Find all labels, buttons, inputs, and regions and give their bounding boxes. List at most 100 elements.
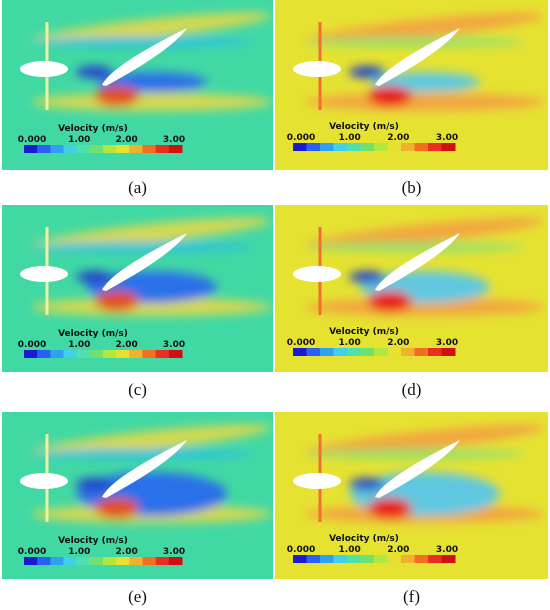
colorbar-swatch (37, 557, 51, 565)
colorbar-swatch (155, 145, 170, 153)
colorbar-tick-label: 1.00 (339, 133, 361, 143)
colorbar-swatch (414, 143, 429, 151)
rudder (375, 28, 460, 86)
colorbar-swatch (441, 348, 456, 356)
wake-band (32, 93, 272, 111)
flow-field (305, 12, 545, 111)
wake-band (32, 298, 272, 316)
colorbar-tick-label: 1.00 (339, 338, 361, 348)
colorbar-tick-label: 0.000 (18, 135, 46, 145)
colorbar-swatch (116, 350, 130, 358)
colorbar-swatch (103, 350, 117, 358)
wake-low (76, 478, 112, 490)
panel-caption: (e) (128, 587, 147, 606)
colorbar-swatch (50, 145, 64, 153)
colorbar-tick-label: 2.00 (387, 338, 409, 348)
colorbar-swatch (374, 143, 388, 151)
rudder (102, 440, 187, 498)
colorbar-tick-label: 1.00 (68, 547, 90, 557)
flow-field (305, 424, 545, 523)
panel-caption: (b) (402, 178, 422, 197)
rudder (375, 440, 460, 498)
wake-band (32, 217, 272, 249)
colorbar-title: Velocity (m/s) (58, 124, 128, 134)
colorbar-swatch (116, 145, 130, 153)
colorbar-swatch (168, 145, 183, 153)
colorbar-tick-label: 1.00 (339, 545, 361, 555)
colorbar-swatch (414, 555, 429, 563)
hub (293, 473, 341, 489)
colorbar-swatch (116, 557, 130, 565)
colorbar-swatch (414, 348, 429, 356)
colorbar-tick-label: 0.000 (18, 547, 46, 557)
colorbar-title: Velocity (m/s) (58, 536, 128, 546)
wake-band (32, 12, 272, 44)
wake-low (76, 271, 112, 283)
colorbar-swatch (401, 143, 415, 151)
colorbar-swatch (142, 145, 157, 153)
stall-zone (95, 86, 139, 106)
wake-band (32, 37, 252, 47)
stall-zone (368, 86, 412, 106)
panel (275, 205, 548, 372)
colorbar-swatch (293, 555, 307, 563)
colorbar-swatch (333, 555, 348, 563)
colorbar-swatch (24, 350, 38, 358)
colorbar-swatch (374, 555, 388, 563)
colorbar-swatch (320, 143, 334, 151)
wake-band (32, 424, 272, 456)
colorbar-swatch (155, 557, 170, 565)
colorbar-swatch (360, 143, 375, 151)
wake-band (32, 449, 252, 459)
colorbar-title: Velocity (m/s) (329, 122, 399, 132)
colorbar-swatch (293, 348, 307, 356)
colorbar-tick-label: 3.00 (436, 545, 458, 555)
wake-band (305, 242, 525, 252)
colorbar-swatch (428, 555, 442, 563)
colorbar-tick-label: 2.00 (116, 340, 138, 350)
wake-band (305, 217, 545, 249)
stall-zone (368, 498, 412, 518)
colorbar-swatch (50, 557, 64, 565)
colorbar-swatch (76, 557, 91, 565)
colorbar-tick-label: 1.00 (68, 135, 90, 145)
stall-zone (95, 498, 139, 518)
colorbar-swatch (387, 555, 402, 563)
wake-low (76, 66, 112, 78)
colorbar-swatch (129, 145, 143, 153)
wake-band (32, 242, 252, 252)
rudder (375, 233, 460, 291)
colorbar-swatch (142, 350, 157, 358)
colorbar-swatch (142, 557, 157, 565)
panel-caption: (c) (128, 380, 147, 399)
wake-band (305, 424, 545, 456)
colorbar-swatch (401, 348, 415, 356)
colorbar-swatch (441, 555, 456, 563)
rudder (102, 28, 187, 86)
flow-field (32, 12, 272, 111)
hub (20, 266, 68, 282)
colorbar-swatch (63, 350, 78, 358)
colorbar-title: Velocity (m/s) (329, 534, 399, 544)
colorbar-swatch (347, 555, 361, 563)
flow-field (32, 217, 272, 316)
hub (293, 61, 341, 77)
colorbar-swatch (50, 350, 64, 358)
colorbar-swatch (89, 350, 104, 358)
colorbar-swatch (428, 348, 442, 356)
colorbar-tick-label: 2.00 (387, 545, 409, 555)
colorbar-tick-label: 3.00 (163, 340, 185, 350)
colorbar-swatch (63, 557, 78, 565)
colorbar-swatch (37, 350, 51, 358)
colorbar-tick-label: 0.000 (18, 340, 46, 350)
colorbar-tick-label: 2.00 (116, 547, 138, 557)
colorbar-swatch (89, 557, 104, 565)
panel-caption: (d) (402, 380, 422, 399)
colorbar-swatch (89, 145, 104, 153)
hub (20, 61, 68, 77)
wake-low (349, 478, 385, 490)
wake-band (305, 12, 545, 44)
colorbar-tick-label: 1.00 (68, 340, 90, 350)
colorbar-swatch (347, 143, 361, 151)
